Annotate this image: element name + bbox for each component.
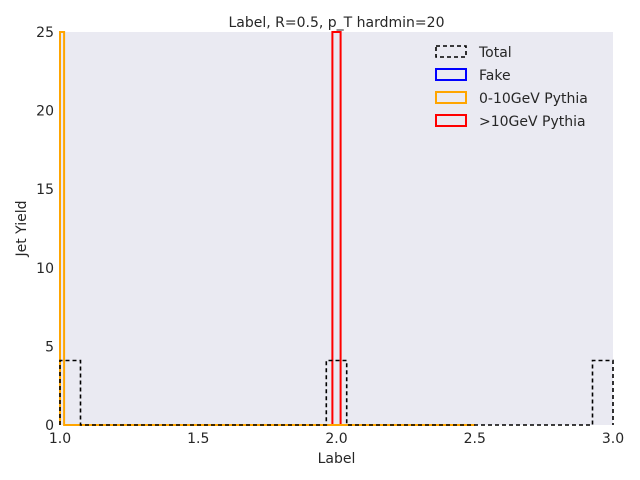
- series-total-step: [59, 359, 614, 426]
- y-tick-label: 15: [36, 182, 54, 198]
- y-tick-label: 0: [45, 418, 54, 434]
- y-tick-label: 25: [36, 25, 54, 41]
- x-tick-label: 2.0: [325, 431, 347, 447]
- legend: Total Fake 0-10GeV Pythia >10GeV Pythia: [435, 45, 588, 130]
- y-axis-label: Jet Yield: [14, 200, 30, 257]
- legend-label-total: Total: [478, 45, 512, 61]
- y-tick-label: 5: [45, 339, 54, 355]
- legend-label-fake: Fake: [479, 68, 511, 84]
- x-ticks: 1.0 1.5 2.0 2.5 3.0: [49, 431, 624, 447]
- legend-label-10gev-pythia: >10GeV Pythia: [479, 114, 586, 130]
- legend-label-0-10gev-pythia: 0-10GeV Pythia: [479, 91, 588, 107]
- x-tick-label: 2.5: [464, 431, 486, 447]
- y-ticks: 0 5 10 15 20 25: [36, 25, 54, 434]
- y-tick-label: 10: [36, 261, 54, 277]
- histogram-marks: [59, 31, 614, 426]
- legend-swatch-10gev-pythia: [435, 114, 467, 127]
- x-tick-label: 1.0: [49, 431, 71, 447]
- plot-background: [60, 32, 613, 425]
- x-tick-label: 1.5: [187, 431, 209, 447]
- x-tick-label: 3.0: [602, 431, 624, 447]
- x-axis-label: Label: [318, 451, 356, 467]
- y-tick-label: 20: [36, 104, 54, 120]
- legend-swatch-total: [435, 45, 467, 58]
- chart-title: Label, R=0.5, p_T hardmin=20: [229, 15, 445, 31]
- legend-swatch-fake: [435, 68, 467, 81]
- legend-swatch-0-10gev-pythia: [435, 91, 467, 104]
